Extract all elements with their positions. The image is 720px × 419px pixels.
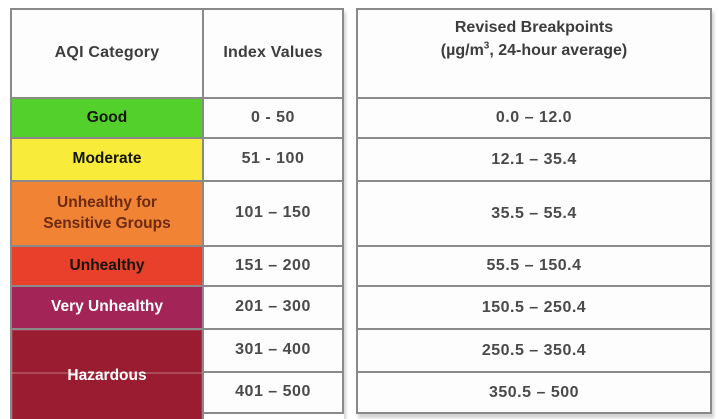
breakpoint-cell-12.1-35.4: 12.1 – 35.4: [358, 139, 710, 182]
category-cell-very-unhealthy: Very Unhealthy: [12, 287, 202, 330]
breakpoint-cell-0.0-12.0: 0.0 – 12.0: [358, 99, 710, 139]
category-cell-good: Good: [12, 99, 202, 139]
index-cell-301-400: 301 – 400: [204, 330, 342, 373]
breakpoint-cell-150.5-250.4: 150.5 – 250.4: [358, 287, 710, 330]
category-cell-unhealthy-sensitive-groups: Unhealthy for Sensitive Groups: [12, 182, 202, 247]
index-cell-151-200: 151 – 200: [204, 247, 342, 287]
index-cell-0-50: 0 - 50: [204, 99, 342, 139]
index-values-column: Index Values 0 - 50 51 - 100 101 – 150 1…: [204, 10, 344, 414]
breakpoints-header-title: Revised Breakpoints: [454, 19, 614, 36]
breakpoints-header-units: (µg/m3, 24-hour average): [440, 40, 628, 60]
index-cell-101-150: 101 – 150: [204, 182, 342, 247]
index-cell-401-500: 401 – 500: [204, 373, 342, 414]
category-cell-unhealthy: Unhealthy: [12, 247, 202, 287]
breakpoint-cell-55.5-150.4: 55.5 – 150.4: [358, 247, 710, 287]
breakpoint-cell-250.5-350.4: 250.5 – 350.4: [358, 330, 710, 373]
revised-breakpoints-table: Revised Breakpoints (µg/m3, 24-hour aver…: [356, 8, 712, 414]
index-cell-201-300: 201 – 300: [204, 287, 342, 330]
category-column: AQI Category Good Moderate Unhealthy for…: [12, 10, 204, 419]
index-values-header: Index Values: [204, 10, 342, 99]
category-cell-moderate: Moderate: [12, 139, 202, 182]
superscript-3: 3: [483, 40, 490, 52]
aqi-category-table: AQI Category Good Moderate Unhealthy for…: [10, 8, 344, 419]
category-cell-hazardous: Hazardous: [12, 330, 202, 419]
breakpoints-header: Revised Breakpoints (µg/m3, 24-hour aver…: [358, 10, 710, 99]
breakpoint-cell-350.5-500: 350.5 – 500: [358, 373, 710, 412]
index-cell-51-100: 51 - 100: [204, 139, 342, 182]
breakpoint-cell-35.5-55.4: 35.5 – 55.4: [358, 182, 710, 247]
aqi-category-header: AQI Category: [12, 10, 202, 99]
